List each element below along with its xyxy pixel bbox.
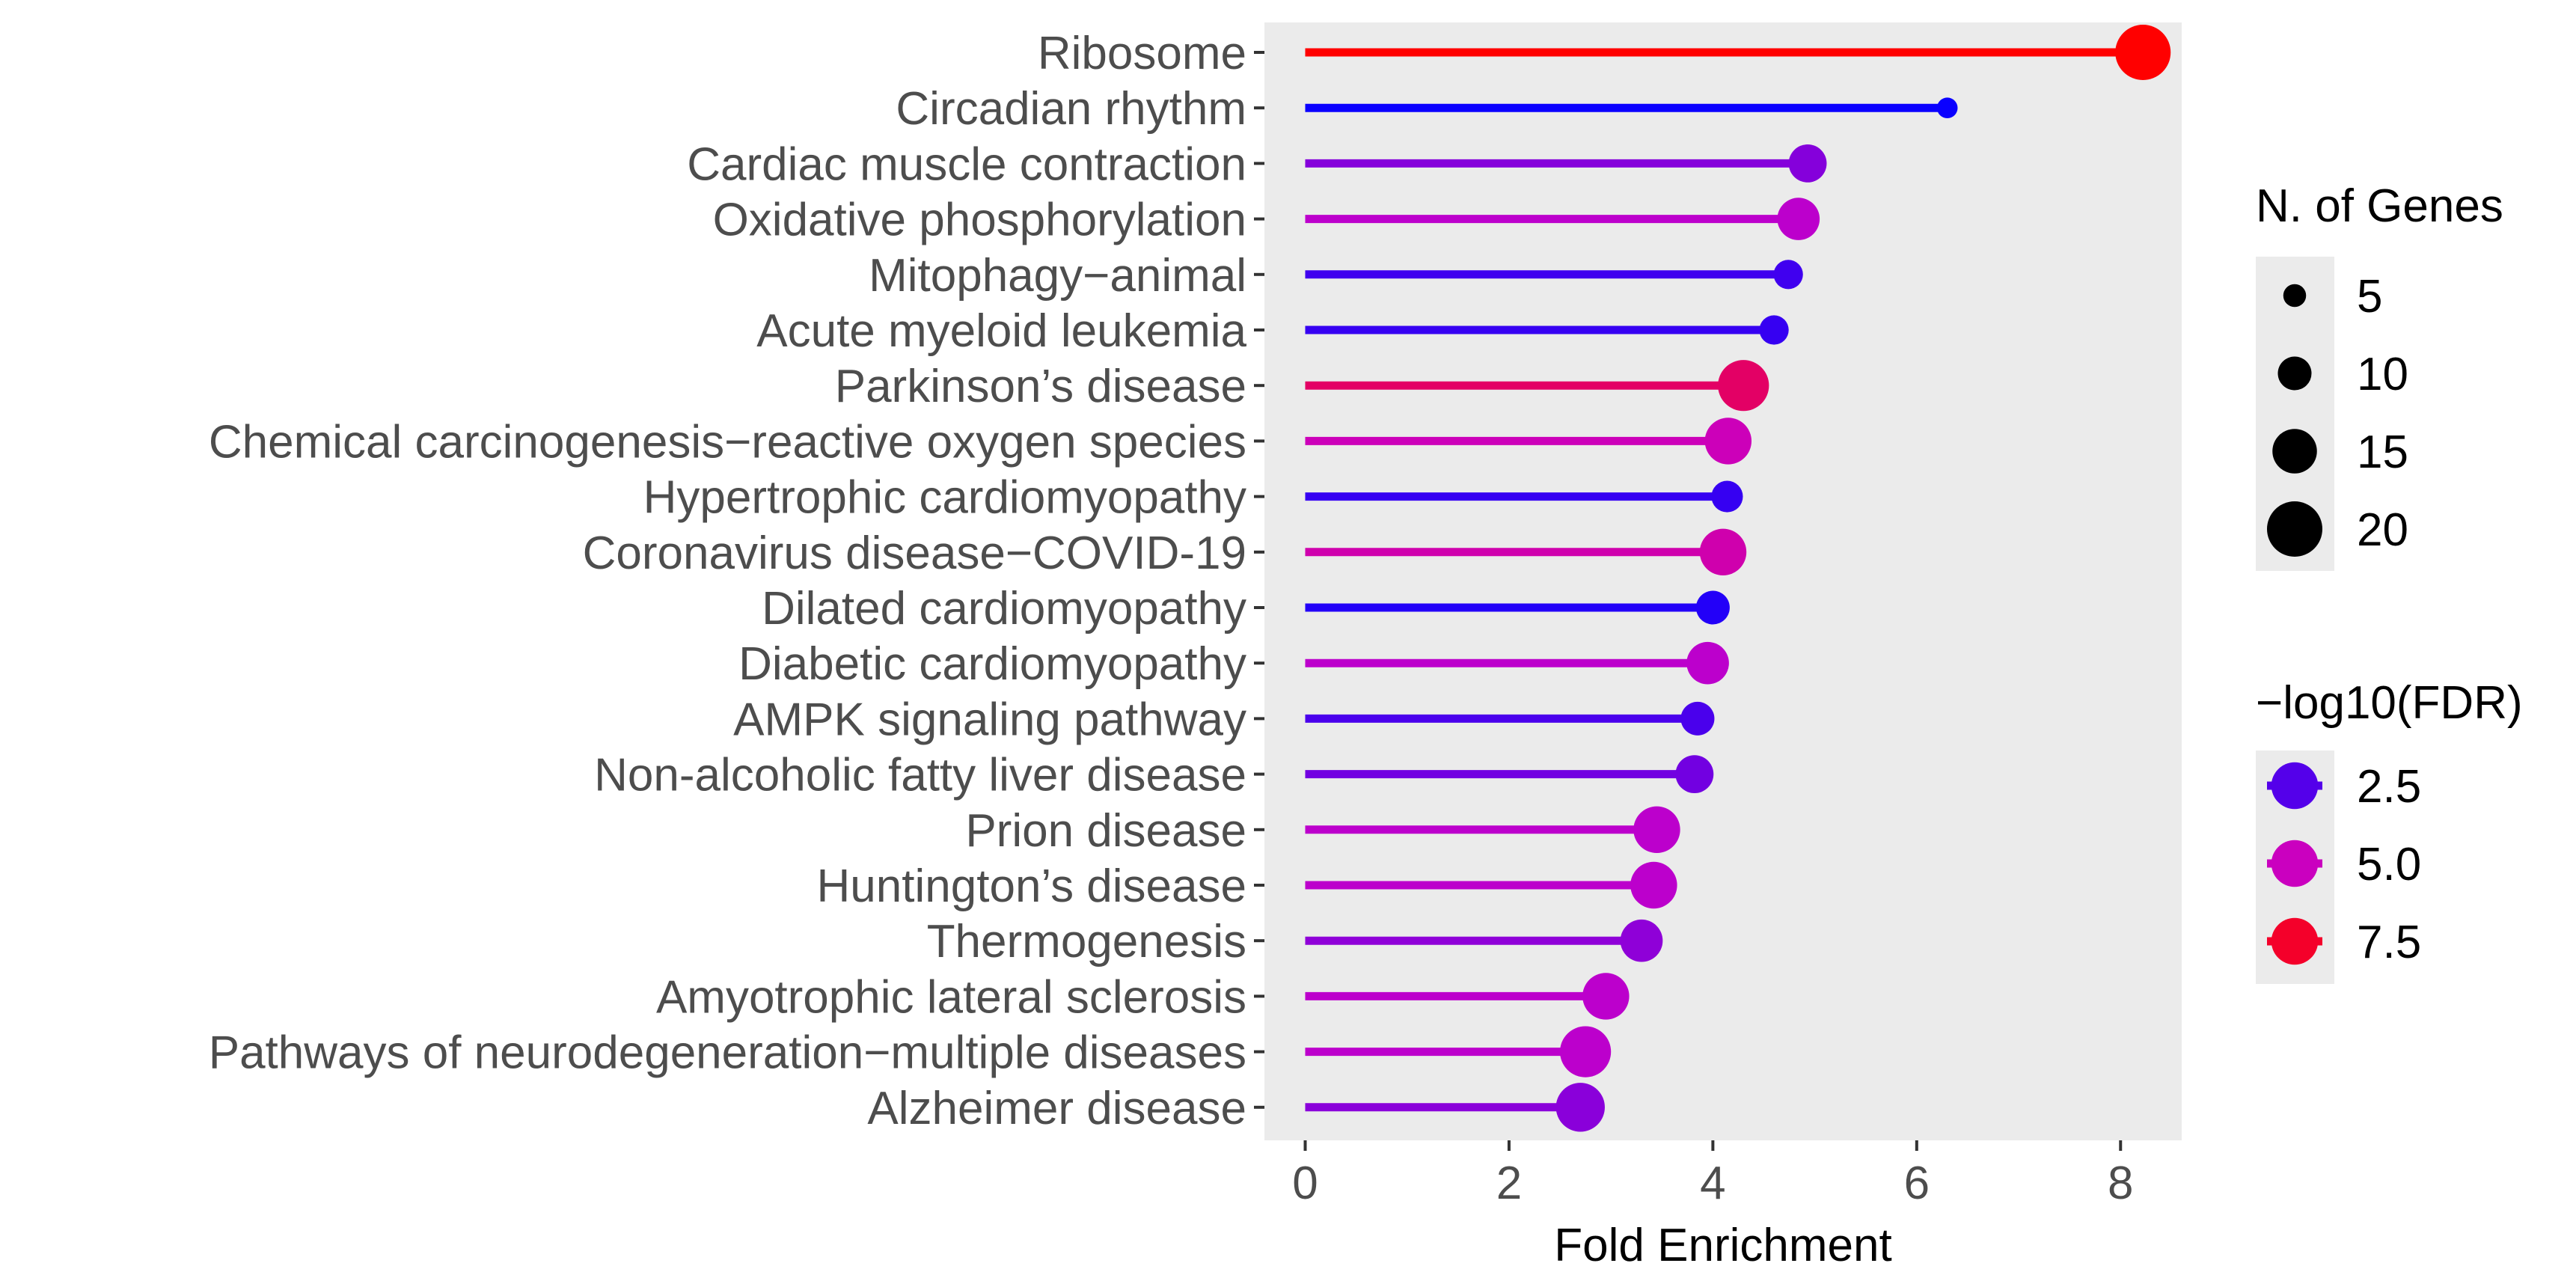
point xyxy=(1630,861,1677,909)
point xyxy=(1718,360,1769,412)
point xyxy=(1555,1083,1605,1132)
y-tick-label: Non‑alcoholic fatty liver disease xyxy=(594,750,1246,801)
stems-group xyxy=(1305,48,2144,1112)
point xyxy=(1777,198,1820,240)
legend-color-key xyxy=(2271,840,2319,887)
y-tick-label: Huntington’s disease xyxy=(817,860,1246,912)
x-tick-label: 0 xyxy=(1292,1158,1318,1209)
legend-size-key xyxy=(2277,356,2312,391)
y-tick-label: Acute myeloid leukemia xyxy=(756,305,1246,357)
point xyxy=(1788,144,1827,183)
y-tick-label: Prion disease xyxy=(965,805,1246,857)
x-tick-label: 4 xyxy=(1700,1158,1725,1209)
point xyxy=(1695,590,1730,625)
y-tick-label: Alzheimer disease xyxy=(867,1083,1246,1134)
x-tick-label: 8 xyxy=(2108,1158,2133,1209)
point xyxy=(1699,528,1747,575)
point xyxy=(1759,315,1789,345)
y-tick-label: Amyotrophic lateral sclerosis xyxy=(656,971,1246,1023)
x-axis-title: Fold Enrichment xyxy=(1554,1220,1891,1271)
point xyxy=(1582,973,1630,1020)
y-tick-label: Coronavirus disease−COVID‑19 xyxy=(583,528,1246,579)
y-tick-label: Oxidative phosphorylation xyxy=(713,195,1246,246)
legend-fdr: −log10(FDR) 2.5 5.0 7.5 xyxy=(2256,677,2523,984)
y-tick-label: Dilated cardiomyopathy xyxy=(762,583,1246,635)
y-tick-label: Parkinson’s disease xyxy=(835,361,1246,412)
y-tick-label: Mitophagy−animal xyxy=(869,250,1246,302)
y-tick-label: Ribosome xyxy=(1038,28,1246,79)
y-tick-label: AMPK signaling pathway xyxy=(733,694,1246,745)
y-tick-label: Cardiac muscle contraction xyxy=(687,138,1246,190)
legend-size-label: 5 xyxy=(2357,271,2382,322)
legend-color-label: 5.0 xyxy=(2357,839,2421,890)
point xyxy=(1620,919,1663,962)
legend-color-label: 7.5 xyxy=(2357,917,2421,968)
x-tick-label: 2 xyxy=(1496,1158,1522,1209)
point xyxy=(1686,641,1729,685)
plot-panel xyxy=(1264,22,2182,1140)
legend-color-key xyxy=(2271,762,2319,810)
point xyxy=(2115,25,2171,80)
legend-size-label: 10 xyxy=(2357,349,2408,400)
legend-title: −log10(FDR) xyxy=(2256,677,2523,729)
y-tick-label: Diabetic cardiomyopathy xyxy=(738,638,1246,690)
y-tick-label: Circadian rhythm xyxy=(896,83,1246,135)
legend-size-key xyxy=(2272,429,2317,474)
legend-title: N. of Genes xyxy=(2256,180,2503,232)
point xyxy=(1773,260,1803,290)
legend-size-label: 15 xyxy=(2357,427,2408,478)
legend-color-label: 2.5 xyxy=(2357,761,2421,813)
legend-size-key xyxy=(2283,284,2307,308)
legend-size-key xyxy=(2267,501,2322,557)
y-tick-label: Hypertrophic cardiomyopathy xyxy=(643,472,1246,524)
y-tick-label: Pathways of neurodegeneration−multiple d… xyxy=(209,1027,1246,1079)
point xyxy=(1680,701,1715,736)
point xyxy=(1633,806,1680,854)
y-tick-label: Thermogenesis xyxy=(927,916,1246,967)
point xyxy=(1675,755,1714,793)
legend-n-genes: N. of Genes 5 10 15 20 xyxy=(2256,180,2503,571)
legend-color-key xyxy=(2271,917,2319,965)
point xyxy=(1560,1026,1612,1077)
x-tick-label: 6 xyxy=(1904,1158,1930,1209)
y-tick-label: Chemical carcinogenesis−reactive oxygen … xyxy=(209,416,1246,468)
x-axis: 0 2 4 6 8 xyxy=(1292,1140,2134,1209)
point xyxy=(1704,418,1752,465)
legend-size-label: 20 xyxy=(2357,504,2408,556)
point xyxy=(1711,480,1743,513)
dots-group xyxy=(1555,25,2171,1132)
point xyxy=(1936,97,1958,118)
